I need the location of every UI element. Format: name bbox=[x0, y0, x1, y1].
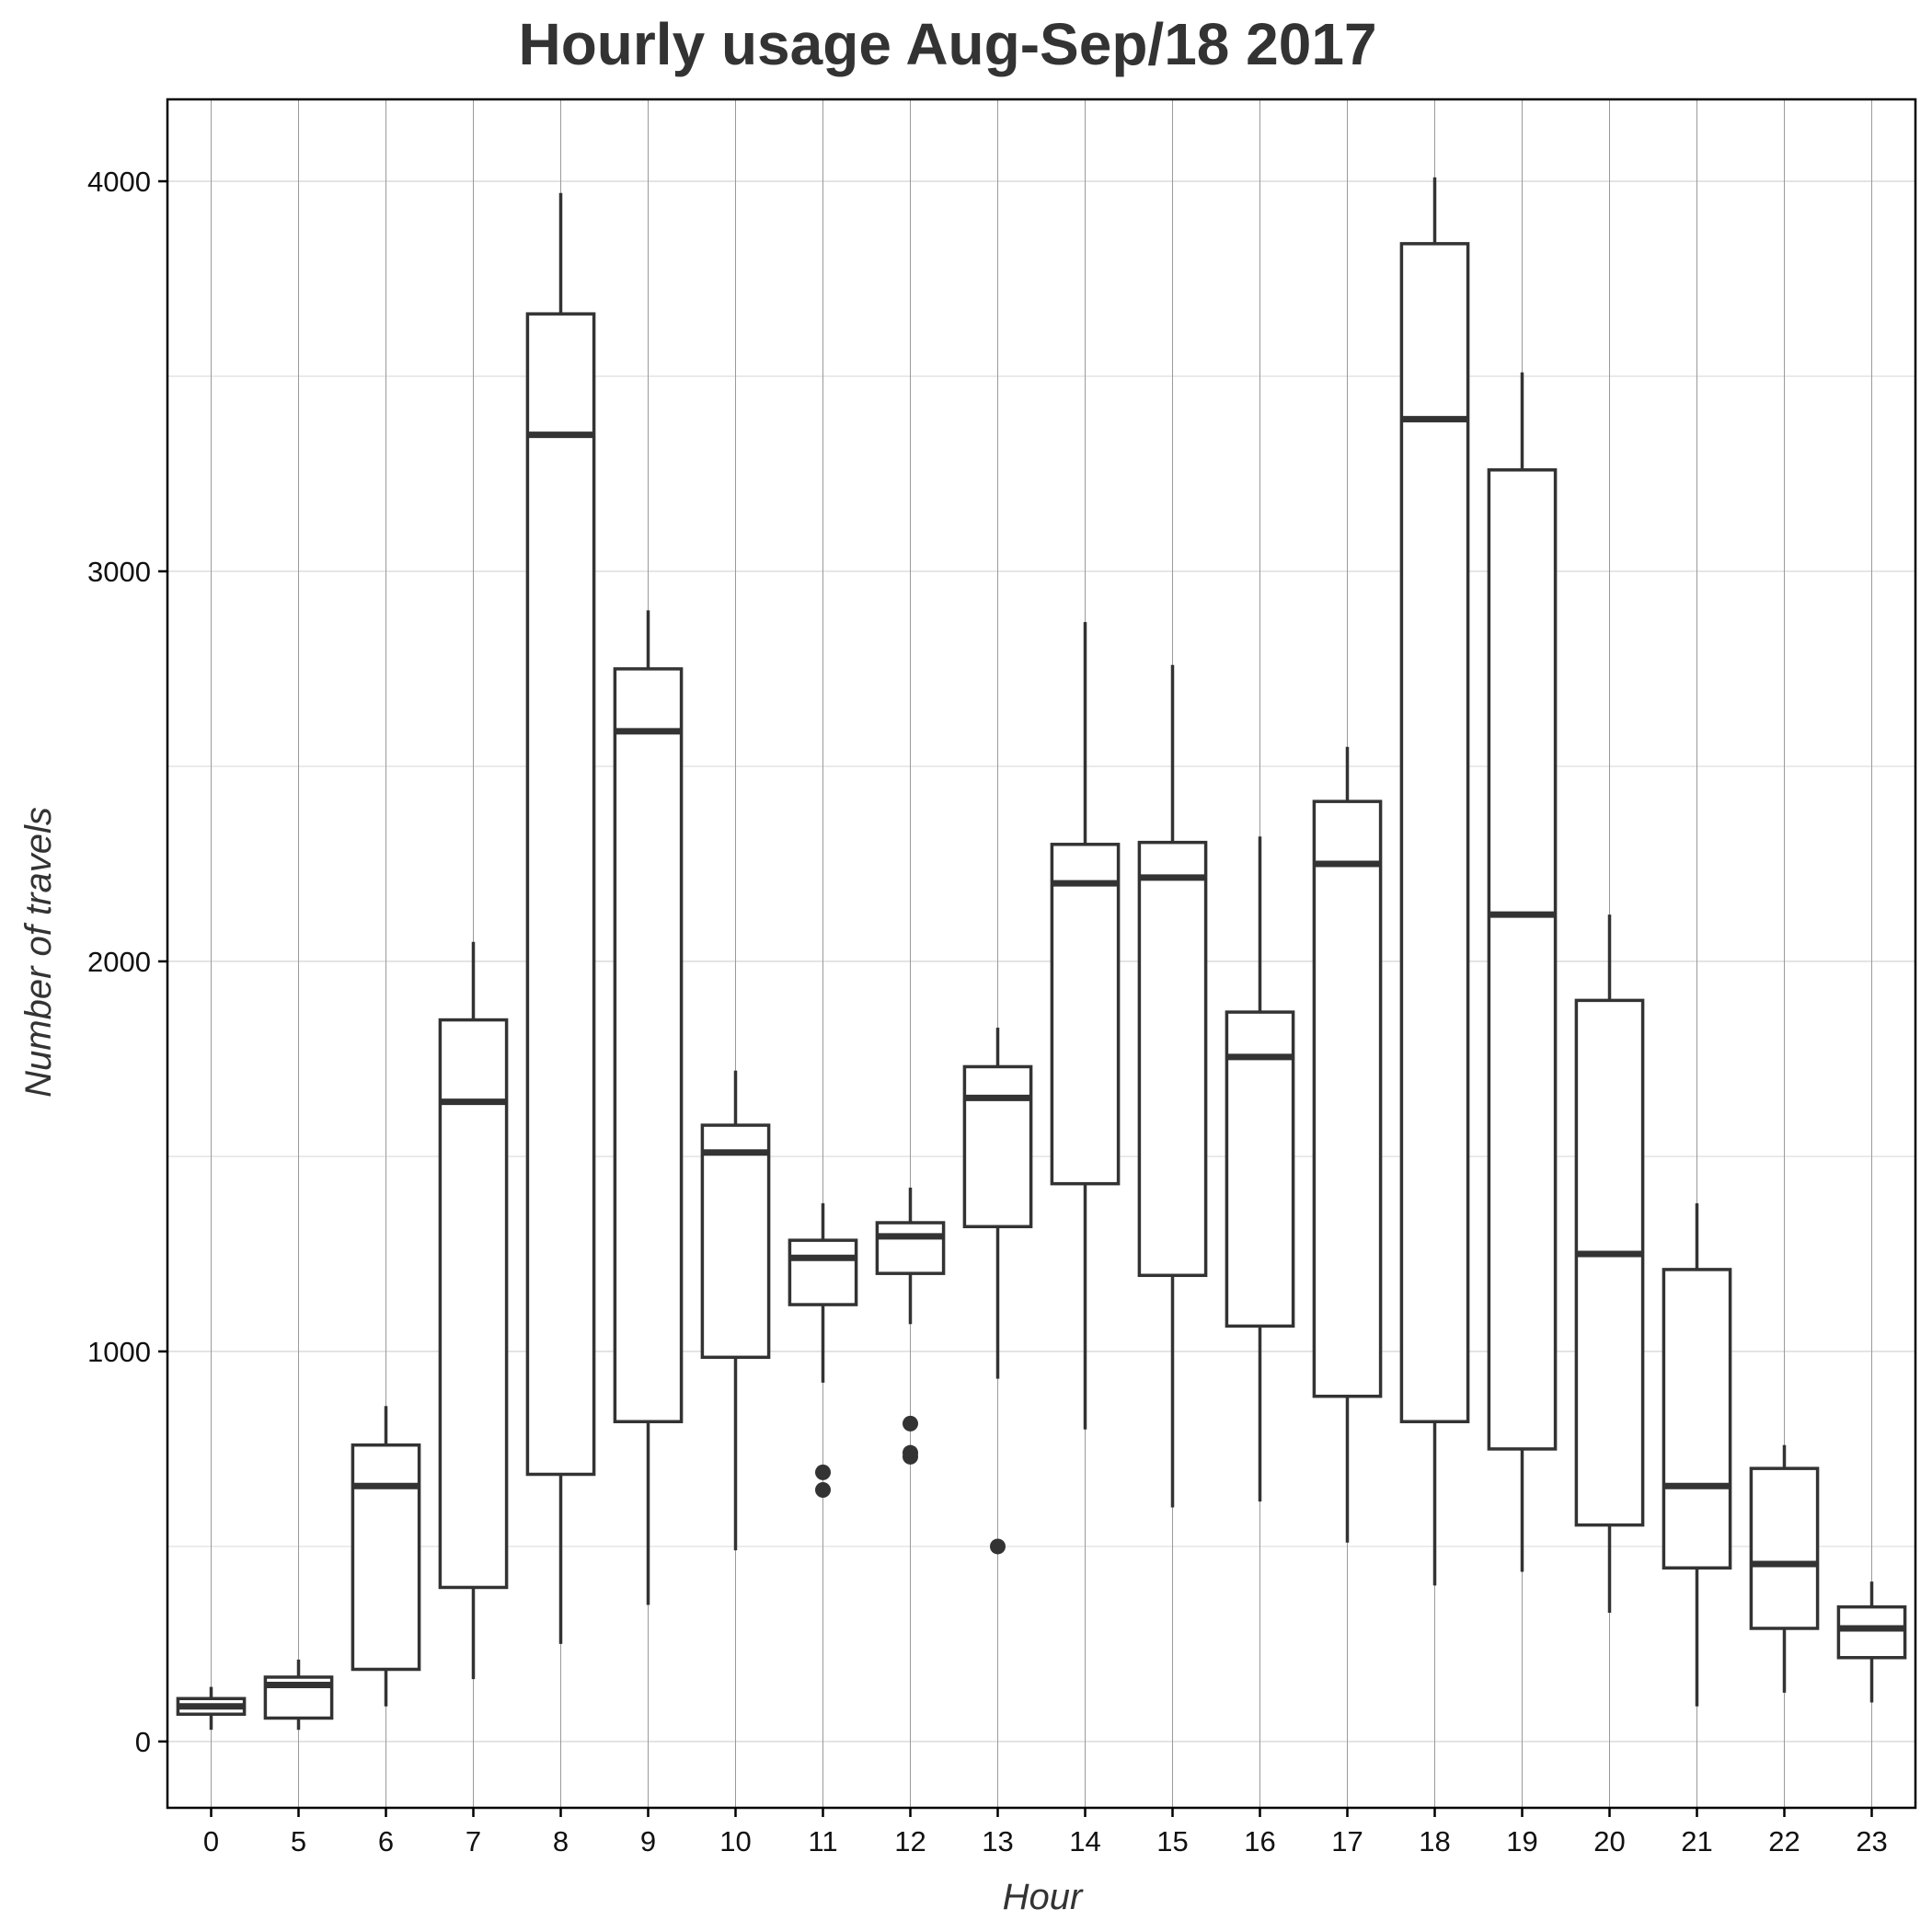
x-tick-label: 9 bbox=[640, 1825, 656, 1857]
outlier-point bbox=[815, 1464, 831, 1480]
x-tick-label: 0 bbox=[203, 1825, 219, 1857]
x-tick-label: 12 bbox=[894, 1825, 926, 1857]
iqr-box bbox=[438, 1018, 509, 1590]
box-18 bbox=[1399, 177, 1470, 1586]
iqr-box bbox=[700, 1123, 771, 1360]
y-axis: 0 1000 2000 3000 4000 bbox=[87, 166, 167, 1758]
box-13 bbox=[962, 1028, 1033, 1555]
box-22 bbox=[1749, 1444, 1820, 1693]
x-tick-label: 17 bbox=[1331, 1825, 1363, 1857]
box-6 bbox=[351, 1406, 421, 1707]
box-12 bbox=[875, 1187, 946, 1465]
iqr-box bbox=[1749, 1466, 1820, 1630]
x-tick-label: 13 bbox=[982, 1825, 1013, 1857]
chart-title: Hourly usage Aug-Sep/18 2017 bbox=[518, 11, 1376, 77]
x-tick-label: 7 bbox=[466, 1825, 481, 1857]
x-tick-label: 5 bbox=[291, 1825, 306, 1857]
x-tick-label: 6 bbox=[378, 1825, 394, 1857]
y-tick-label: 2000 bbox=[87, 946, 151, 978]
y-tick-label: 0 bbox=[135, 1726, 151, 1758]
box-0 bbox=[176, 1686, 247, 1731]
x-tick-label: 14 bbox=[1069, 1825, 1100, 1857]
iqr-box bbox=[1050, 843, 1121, 1186]
box-14 bbox=[1050, 622, 1121, 1430]
outlier-point bbox=[815, 1481, 831, 1498]
box-9 bbox=[613, 610, 684, 1605]
plot-frame bbox=[166, 98, 1917, 1810]
y-tick-label: 1000 bbox=[87, 1336, 151, 1368]
iqr-box bbox=[351, 1443, 421, 1672]
outlier-point bbox=[990, 1538, 1006, 1555]
box-21 bbox=[1662, 1202, 1732, 1707]
box-23 bbox=[1836, 1581, 1907, 1703]
y-tick-label: 3000 bbox=[87, 556, 151, 588]
x-tick-label: 10 bbox=[719, 1825, 751, 1857]
x-axis: 0 5 6 7 8 9 10 11 12 13 14 15 16 17 18 19 20 21 22 23 bbox=[203, 1808, 1888, 1857]
iqr-box bbox=[1836, 1604, 1907, 1660]
box-7 bbox=[438, 941, 509, 1680]
iqr-box bbox=[875, 1221, 946, 1275]
iqr-box bbox=[1487, 468, 1558, 1451]
x-tick-label: 8 bbox=[553, 1825, 569, 1857]
x-tick-label: 19 bbox=[1506, 1825, 1537, 1857]
x-tick-label: 15 bbox=[1156, 1825, 1188, 1857]
box-17 bbox=[1312, 746, 1383, 1543]
iqr-box bbox=[613, 667, 684, 1424]
iqr-box bbox=[1662, 1268, 1732, 1570]
iqr-box bbox=[788, 1238, 858, 1306]
x-tick-label: 20 bbox=[1593, 1825, 1625, 1857]
x-tick-label: 16 bbox=[1244, 1825, 1275, 1857]
iqr-box bbox=[1574, 998, 1645, 1527]
box-15 bbox=[1137, 664, 1208, 1508]
iqr-box bbox=[962, 1064, 1033, 1229]
box-8 bbox=[525, 192, 596, 1644]
box-10 bbox=[700, 1070, 771, 1551]
box-19 bbox=[1487, 372, 1558, 1572]
iqr-box bbox=[1399, 242, 1470, 1424]
y-tick-label: 4000 bbox=[87, 166, 151, 198]
y-axis-title: Number of travels bbox=[18, 807, 59, 1098]
x-tick-label: 23 bbox=[1856, 1825, 1887, 1857]
iqr-box bbox=[525, 312, 596, 1477]
box-16 bbox=[1225, 836, 1295, 1502]
box-20 bbox=[1574, 914, 1645, 1614]
x-axis-title: Hour bbox=[1003, 1877, 1084, 1917]
box-11 bbox=[788, 1202, 858, 1498]
x-tick-label: 22 bbox=[1768, 1825, 1800, 1857]
iqr-box bbox=[1137, 840, 1208, 1278]
iqr-box bbox=[1225, 1010, 1295, 1328]
x-tick-label: 18 bbox=[1419, 1825, 1450, 1857]
box-series bbox=[176, 177, 1907, 1731]
x-tick-label: 21 bbox=[1681, 1825, 1712, 1857]
box-5 bbox=[263, 1659, 334, 1731]
outlier-point bbox=[903, 1415, 918, 1432]
iqr-box bbox=[1312, 799, 1383, 1398]
outlier-point bbox=[903, 1448, 918, 1465]
x-tick-label: 11 bbox=[808, 1825, 837, 1857]
